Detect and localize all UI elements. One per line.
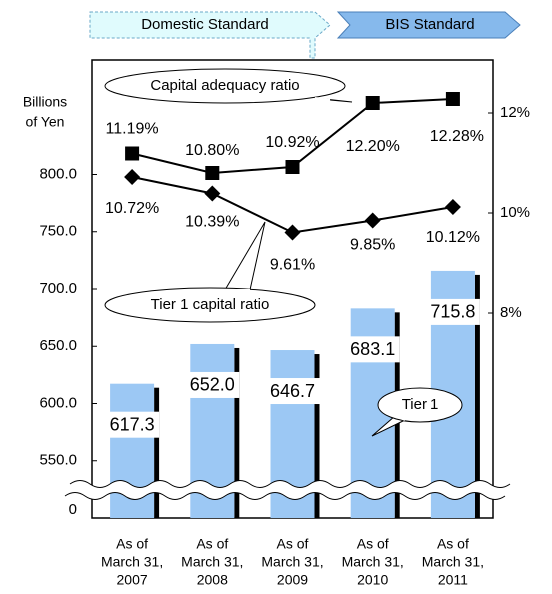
marker (445, 92, 460, 106)
y-tick-label: 750.0 (39, 223, 77, 240)
marker (124, 169, 141, 185)
point-label: 10.80% (185, 142, 239, 159)
value-label-box (105, 411, 160, 438)
callout (224, 221, 266, 291)
x-tick-label: 2011 (438, 572, 468, 588)
point-label: 12.20% (346, 138, 400, 155)
marker (364, 212, 381, 229)
x-tick-label: 2010 (357, 572, 388, 588)
callout-join (314, 97, 331, 101)
bar-shadow (474, 274, 480, 518)
marker (125, 146, 140, 161)
value-label: 646.7 (270, 381, 315, 401)
axis-break-line (64, 492, 506, 500)
x-tick-label: As of (196, 536, 228, 552)
callout-join (394, 415, 406, 421)
bis-banner (336, 11, 521, 39)
bar-shadow (154, 387, 160, 518)
marker (444, 199, 461, 215)
x-tick-label: March 31, (181, 554, 243, 570)
value-label-box (265, 378, 320, 405)
point-label: 10.39% (185, 214, 239, 231)
y-axis-title: of Yen (26, 114, 65, 130)
marker (204, 185, 221, 202)
point-label: 9.85% (350, 237, 395, 254)
x-tick-label: As of (277, 536, 309, 552)
point-label: 10.12% (426, 229, 480, 246)
x-tick-label: As of (116, 536, 148, 552)
x-tick-label: March 31, (342, 554, 404, 570)
y-axis-title: Billions (23, 94, 67, 110)
callout (104, 68, 346, 104)
legend-label: Tier 1 (402, 396, 439, 413)
value-label: 652.0 (190, 375, 235, 395)
point-label: 12.28% (430, 128, 484, 145)
x-tick-label: March 31, (422, 554, 484, 570)
callout (104, 287, 316, 323)
bar-shadow (314, 354, 320, 518)
bar-shadow (234, 347, 240, 518)
header: BIS Standard (385, 16, 474, 33)
point-label: 10.72% (105, 200, 159, 217)
y2-tick-label: 10% (500, 204, 530, 221)
y-tick-label: 550.0 (39, 452, 77, 469)
line (131, 176, 454, 234)
y2-tick-label: 8% (500, 304, 522, 321)
point-label: 9.61% (270, 257, 315, 274)
value-label: 715.8 (430, 302, 475, 322)
point-label: 10.92% (265, 134, 319, 151)
legend-label: Tier 1 capital ratio (151, 296, 270, 313)
marker (365, 96, 380, 110)
x-tick-label: As of (357, 536, 389, 552)
callout (371, 415, 406, 437)
value-label-box (185, 371, 240, 398)
marker (205, 166, 220, 180)
y-tick-label: 650.0 (39, 337, 77, 354)
y-tick-label: 0 (69, 501, 77, 518)
header: Domestic Standard (141, 16, 269, 33)
y2-tick-label: 12% (500, 104, 530, 121)
marker (284, 224, 301, 241)
value-label: 683.1 (350, 339, 395, 359)
callout (377, 387, 463, 423)
x-tick-label: March 31, (261, 554, 323, 570)
legend-label: Capital adequacy ratio (150, 77, 299, 94)
x-tick-label: 2007 (117, 572, 148, 588)
axis-break-line (69, 480, 511, 488)
y-tick-label: 600.0 (39, 394, 77, 411)
x-tick-label: 2008 (197, 572, 228, 588)
axis-break (65, 480, 510, 500)
point-label: 11.19% (106, 121, 159, 138)
value-label-box (425, 298, 480, 325)
x-tick-label: As of (437, 536, 469, 552)
x-tick-label: 2009 (277, 572, 308, 588)
value-label-box (345, 336, 400, 363)
marker (285, 160, 300, 174)
value-label: 617.3 (110, 414, 155, 434)
y-tick-label: 700.0 (39, 280, 77, 297)
domestic-banner (89, 11, 331, 59)
x-tick-label: March 31, (101, 554, 163, 570)
y-tick-label: 800.0 (39, 165, 77, 182)
